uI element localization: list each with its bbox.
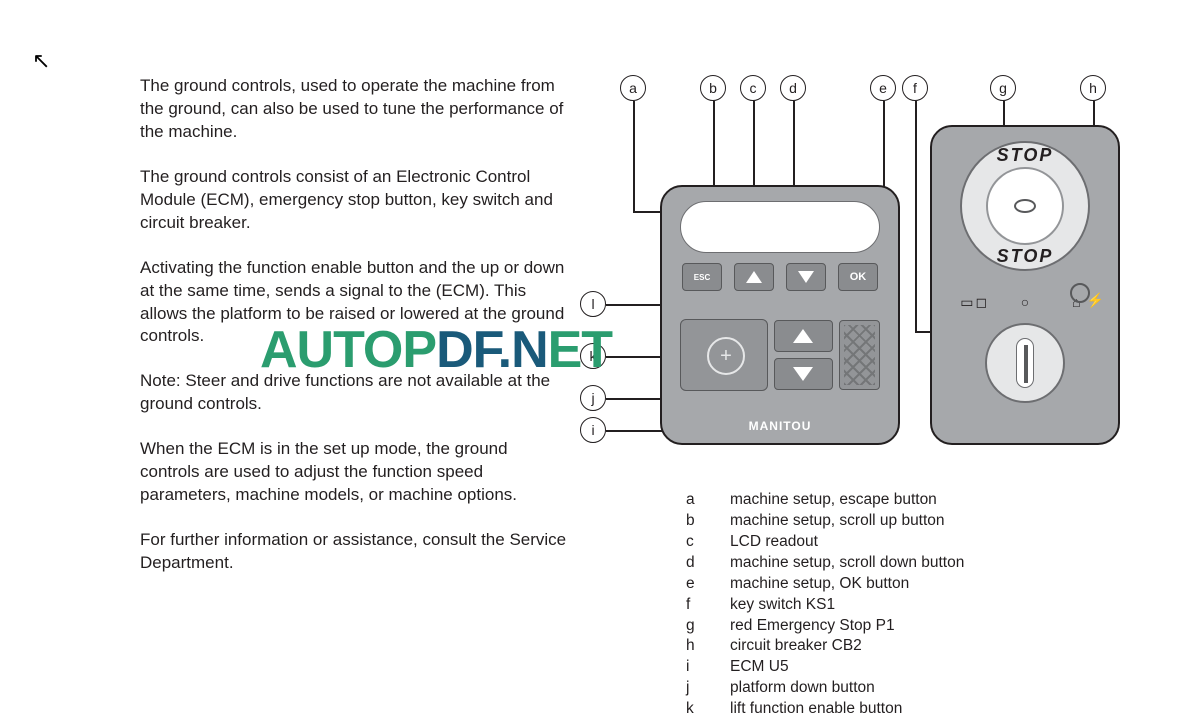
emergency-stop-button[interactable]: STOP STOP xyxy=(960,141,1090,271)
legend-key: k xyxy=(686,699,702,720)
platform-down-button[interactable] xyxy=(774,358,833,390)
platform-up-button[interactable] xyxy=(774,320,833,352)
arrow-up-icon xyxy=(793,329,813,343)
legend-row: g red Emergency Stop P1 xyxy=(686,616,964,637)
arrow-down-icon xyxy=(793,367,813,381)
callout-d: d xyxy=(780,75,806,101)
callout-c: c xyxy=(740,75,766,101)
legend-desc: ECM U5 xyxy=(730,657,789,678)
legend-key: d xyxy=(686,553,702,574)
legend-row: e machine setup, OK button xyxy=(686,574,964,595)
legend-key: a xyxy=(686,490,702,511)
stop-core-icon xyxy=(1014,199,1036,213)
legend-row: d machine setup, scroll down button xyxy=(686,553,964,574)
legend-key: j xyxy=(686,678,702,699)
watermark-segment: DF.N xyxy=(436,321,548,379)
legend-row: h circuit breaker CB2 xyxy=(686,636,964,657)
legend-row: k lift function enable button xyxy=(686,699,964,720)
legend-key: h xyxy=(686,636,702,657)
legend-desc: machine setup, scroll up button xyxy=(730,511,945,532)
legend-key: b xyxy=(686,511,702,532)
escape-button[interactable]: ESC xyxy=(682,263,722,291)
legend-row: b machine setup, scroll up button xyxy=(686,511,964,532)
callout-h: h xyxy=(1080,75,1106,101)
plus-icon: + xyxy=(707,337,745,375)
key-switch[interactable] xyxy=(985,323,1065,403)
stop-label-bottom: STOP xyxy=(997,246,1054,267)
legend-desc: LCD readout xyxy=(730,532,818,553)
legend-row: f key switch KS1 xyxy=(686,595,964,616)
stop-inner-ring xyxy=(986,167,1064,245)
cursor-icon: ↖ xyxy=(32,48,50,74)
paragraph: The ground controls consist of an Electr… xyxy=(140,166,570,235)
callout-i: i xyxy=(580,417,606,443)
callout-a: a xyxy=(620,75,646,101)
callout-j: j xyxy=(580,385,606,411)
platform-updown-group xyxy=(774,320,833,390)
ecm-lift-controls: + xyxy=(672,319,888,391)
triangle-up-icon xyxy=(746,271,762,283)
paragraph: For further information or assistance, c… xyxy=(140,529,570,575)
stop-label-top: STOP xyxy=(997,145,1054,166)
callout-g: g xyxy=(990,75,1016,101)
circuit-breaker[interactable]: ⚡ xyxy=(1070,283,1104,309)
legend-key: f xyxy=(686,595,702,616)
callout-b: b xyxy=(700,75,726,101)
legend-desc: machine setup, escape button xyxy=(730,490,937,511)
ok-button[interactable]: OK xyxy=(838,263,878,291)
legend-desc: red Emergency Stop P1 xyxy=(730,616,895,637)
paragraph: The ground controls, used to operate the… xyxy=(140,75,570,144)
scroll-down-button[interactable] xyxy=(786,263,826,291)
ecm-panel: ESC OK + MANITOU xyxy=(660,185,900,445)
legend-desc: platform down button xyxy=(730,678,875,699)
callout-l: l xyxy=(580,291,606,317)
watermark-text: AUTOPDF.NET xyxy=(260,320,612,380)
legend-row: i ECM U5 xyxy=(686,657,964,678)
brand-label: MANITOU xyxy=(662,419,898,433)
legend-key: c xyxy=(686,532,702,553)
legend-row: c LCD readout xyxy=(686,532,964,553)
breaker-bolt-icon: ⚡ xyxy=(1087,292,1104,309)
callout-f: f xyxy=(902,75,928,101)
lcd-readout xyxy=(680,201,880,253)
watermark-segment: AUTOP xyxy=(260,321,436,379)
key-slot-icon xyxy=(1016,338,1034,388)
legend-key: g xyxy=(686,616,702,637)
manual-page: The ground controls, used to operate the… xyxy=(0,0,1200,597)
legend-row: j platform down button xyxy=(686,678,964,699)
control-panels: ESC OK + MANITOU xyxy=(610,185,1140,445)
legend-desc: circuit breaker CB2 xyxy=(730,636,862,657)
legend-desc: key switch KS1 xyxy=(730,595,835,616)
watermark-segment: ET xyxy=(548,321,612,379)
legend-row: a machine setup, escape button xyxy=(686,490,964,511)
callout-e: e xyxy=(870,75,896,101)
legend-desc: lift function enable button xyxy=(730,699,902,720)
legend-desc: machine setup, OK button xyxy=(730,574,909,595)
off-position-icon: ○ xyxy=(1003,289,1047,315)
legend-key: i xyxy=(686,657,702,678)
setup-button-row: ESC OK xyxy=(672,263,888,291)
scroll-up-button[interactable] xyxy=(734,263,774,291)
paragraph: When the ECM is in the set up mode, the … xyxy=(140,438,570,507)
callout-legend: a machine setup, escape button b machine s… xyxy=(686,490,964,720)
triangle-down-icon xyxy=(798,271,814,283)
scissor-icon xyxy=(839,320,880,390)
platform-position-icon: ▭◻ xyxy=(952,289,996,315)
legend-desc: machine setup, scroll down button xyxy=(730,553,964,574)
legend-key: e xyxy=(686,574,702,595)
keyswitch-panel: STOP STOP ⚡ ▭◻ ○ ⌂ xyxy=(930,125,1120,445)
lift-enable-button[interactable]: + xyxy=(680,319,768,391)
